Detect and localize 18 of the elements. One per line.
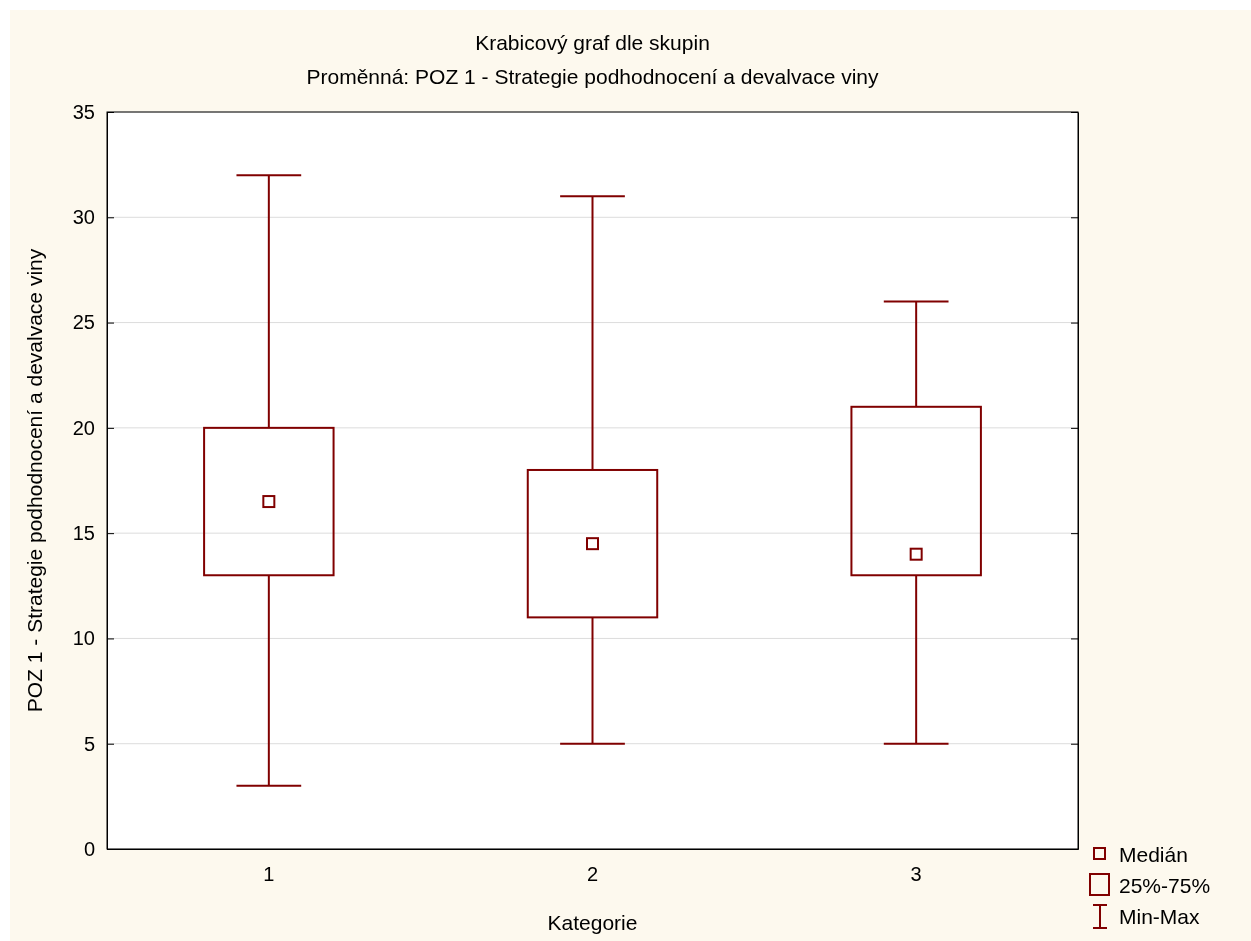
x-tick-label: 3 [910, 863, 922, 886]
y-tick-label: 5 [83, 732, 95, 755]
x-axis-title: Kategorie [547, 911, 638, 934]
x-tick-label: 2 [586, 863, 599, 886]
y-tick-label: 20 [72, 416, 95, 439]
y-axis-title: POZ 1 - Strategie podhodnocení a devalvace viny [23, 248, 46, 713]
y-tick-label: 10 [72, 627, 95, 650]
chart-subtitle: Proměnná: POZ 1 - Strategie podhodnocení a devalvace viny [306, 65, 879, 88]
x-tick-label: 1 [263, 863, 275, 886]
chart-title: Krabicový graf dle skupin [475, 31, 710, 54]
text: Min-Max [1119, 905, 1200, 928]
y-tick-label: 35 [72, 100, 95, 123]
text: 25%-75% [1119, 874, 1211, 897]
y-tick-label: 0 [83, 837, 95, 860]
y-tick-label: 15 [72, 522, 95, 545]
text: Medián [1119, 843, 1188, 866]
y-tick-label: 25 [72, 311, 95, 334]
y-tick-label: 30 [72, 206, 95, 229]
